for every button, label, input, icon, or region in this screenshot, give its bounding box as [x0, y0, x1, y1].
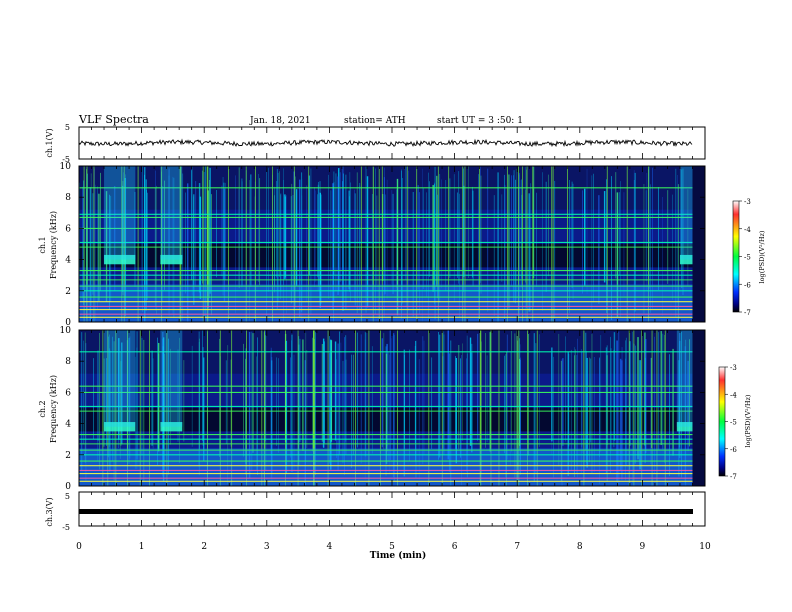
y-tick-label: 10 — [60, 326, 72, 336]
low-frequency-region — [79, 448, 693, 486]
ch3-waveform-ylabel: ch.3(V) — [45, 497, 54, 526]
ch3-waveform-trace — [79, 509, 693, 514]
ch2-spectrogram-channel-label: ch.2 — [38, 400, 47, 417]
colorbar-ch2-ticks: -3 -4 -5 -6 -7 — [725, 364, 737, 481]
colorbar-ch2-label: log(PSD)(V²/Hz) — [744, 394, 752, 447]
colorbar-tick-label: -5 — [744, 254, 751, 262]
burst-emission — [676, 422, 693, 432]
x-tick-label: 7 — [514, 542, 520, 552]
y-tick-label: 2 — [65, 287, 71, 297]
x-tick-label: 9 — [640, 542, 646, 552]
y-tick-label: 4 — [65, 256, 71, 266]
y-tick-label: 10 — [60, 162, 72, 172]
burst-emission — [160, 254, 183, 265]
ch1-waveform-panel: 5 -5 ch.1(V) — [45, 123, 706, 164]
ch1-spectrogram-panel: 0 2 4 6 8 10 ch.1 Frequency (kHz) — [38, 162, 706, 328]
y-tick-label: 6 — [65, 224, 71, 234]
x-tick-label: 10 — [699, 542, 711, 552]
y-tick-label: 8 — [65, 193, 71, 203]
colorbar-tick-label: -4 — [730, 391, 737, 399]
ch1-spectrogram-ticks — [78, 166, 706, 322]
colorbar-tick-label: -7 — [730, 473, 737, 481]
burst-halo — [679, 166, 693, 260]
burst-halo — [160, 330, 183, 427]
burst-halo — [104, 166, 136, 260]
burst-emission — [104, 254, 136, 265]
ch3-ytick-top: 5 — [65, 492, 70, 501]
spectrogram-quiet-band — [79, 244, 693, 268]
ch3-waveform-ticks — [78, 492, 706, 526]
ch2-spectrogram-ticks — [78, 330, 706, 486]
colorbar-tick-label: -7 — [744, 309, 751, 317]
y-tick-label: 4 — [65, 420, 71, 430]
ch1-waveform-ticks — [78, 127, 706, 159]
colorbar-ch1-label: log(PSD)(V²/Hz) — [758, 230, 766, 283]
figure-title: VLF Spectra — [78, 113, 149, 126]
ch1-waveform-trace — [78, 138, 693, 148]
ch2-spectrogram-ylabel: Frequency (kHz) — [49, 375, 58, 443]
burst-emission — [679, 254, 693, 265]
ch1-waveform-ylabel: ch.1(V) — [45, 128, 54, 157]
colorbar-ch1-ticks: -3 -4 -5 -6 -7 — [739, 198, 751, 317]
x-tick-label: 0 — [76, 542, 82, 552]
colorbar-ch1: -3 -4 -5 -6 -7 log(PSD)(V²/Hz) — [732, 198, 766, 317]
x-tick-label: 2 — [201, 542, 207, 552]
start-time-label: start UT = 3 :50: 1 — [437, 116, 523, 126]
burst-emission — [104, 422, 136, 432]
y-tick-label: 2 — [65, 451, 71, 461]
ch1-spectrogram-ylabel: Frequency (kHz) — [49, 211, 58, 279]
date-label: Jan. 18, 2021 — [249, 116, 311, 126]
x-axis-tick-labels: 0 1 2 3 4 5 6 7 8 9 10 — [76, 542, 711, 552]
ch3-ytick-bottom: -5 — [62, 523, 70, 532]
ch1-spectrogram-yticklabels: 0 2 4 6 8 10 — [60, 162, 705, 328]
x-tick-label: 4 — [327, 542, 333, 552]
colorbar-tick-label: -6 — [744, 281, 751, 289]
burst-halo — [104, 330, 136, 427]
ch2-spectrogram-yticklabels: 0 2 4 6 8 10 — [60, 326, 705, 492]
x-tick-label: 6 — [452, 542, 458, 552]
burst-emission — [160, 422, 183, 432]
ch3-waveform-panel: 5 -5 ch.3(V) — [45, 491, 706, 532]
ch2-spectrogram-image — [79, 330, 693, 486]
y-tick-label: 8 — [65, 357, 71, 367]
x-axis-label: Time (min) — [370, 550, 427, 561]
x-tick-label: 5 — [389, 542, 395, 552]
ch2-spectrogram-panel: 0 2 4 6 8 10 ch.2 Frequency (kHz) — [38, 326, 706, 492]
colorbar-tick-label: -3 — [730, 364, 737, 372]
y-tick-label: 0 — [65, 318, 71, 328]
ch1-spectrogram-channel-label: ch.1 — [38, 236, 47, 253]
x-tick-label: 1 — [139, 542, 145, 552]
x-tick-label: 3 — [264, 542, 270, 552]
station-label: station= ATH — [344, 116, 406, 126]
colorbar-tick-label: -3 — [744, 198, 751, 206]
ch1-ytick-top: 5 — [65, 123, 70, 132]
colorbar-tick-label: -6 — [730, 446, 737, 454]
ch1-spectrogram-image — [79, 166, 693, 322]
low-frequency-region — [79, 284, 693, 322]
y-tick-label: 6 — [65, 388, 71, 398]
x-tick-label: 8 — [577, 542, 583, 552]
y-tick-label: 0 — [65, 482, 71, 492]
colorbar-ch2: -3 -4 -5 -6 -7 log(PSD)(V²/Hz) — [718, 364, 752, 481]
colorbar-tick-label: -5 — [730, 419, 737, 427]
burst-halo — [160, 166, 183, 260]
colorbar-tick-label: -4 — [744, 226, 751, 234]
burst-halo — [676, 330, 693, 427]
ch1-ytick-bottom: -5 — [62, 155, 70, 164]
